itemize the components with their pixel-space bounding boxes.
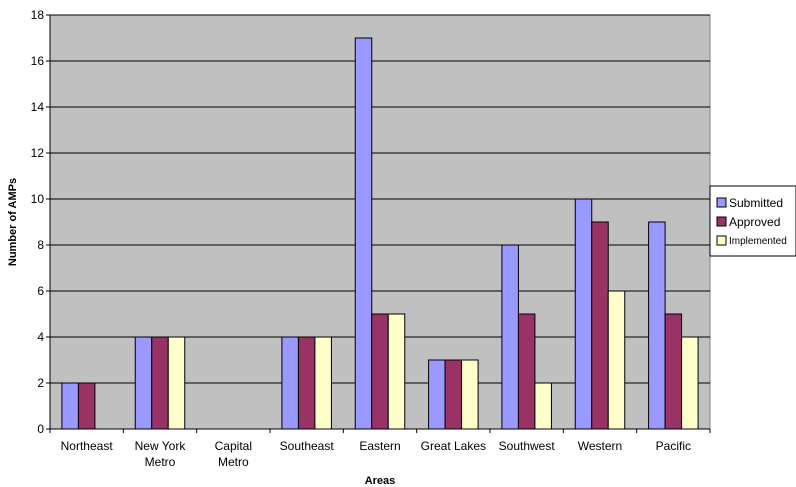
y-tick-label: 6 xyxy=(37,284,44,298)
y-tick-label: 4 xyxy=(37,330,44,344)
y-tick-label: 2 xyxy=(37,376,44,390)
x-axis-title: Areas xyxy=(365,475,396,487)
x-tick-label: Southeast xyxy=(280,439,335,453)
bar-implemented xyxy=(167,336,186,430)
bar-approved xyxy=(297,336,316,430)
legend-label-submitted: Submitted xyxy=(729,196,783,210)
bar-approved xyxy=(517,313,536,430)
y-axis-title: Number of AMPs xyxy=(7,178,19,266)
bar-submitted xyxy=(134,336,153,430)
y-tick-label: 8 xyxy=(37,238,44,252)
legend-swatch-approved xyxy=(716,216,727,227)
axes xyxy=(46,14,711,433)
bar-submitted xyxy=(354,37,373,430)
bar-approved xyxy=(371,313,389,430)
bar-submitted xyxy=(648,221,666,430)
y-tick-label: 14 xyxy=(31,100,45,114)
x-tick-label: Eastern xyxy=(359,439,400,453)
legend-label-approved: Approved xyxy=(729,215,780,229)
bar-submitted xyxy=(501,244,519,430)
x-tick-labels: Northeast New York Metro Capital Metro Southe… xyxy=(61,439,691,469)
bar-submitted xyxy=(61,382,79,430)
bar-submitted xyxy=(281,336,299,430)
bar-implemented xyxy=(534,382,552,430)
y-tick-label: 16 xyxy=(31,54,45,68)
x-tick-label: Capital xyxy=(215,439,252,453)
bar-implemented xyxy=(461,359,479,430)
y-tick-label: 0 xyxy=(37,422,44,436)
bar-implemented xyxy=(314,336,332,430)
bar-implemented xyxy=(607,290,626,430)
legend-swatch-submitted xyxy=(716,197,727,208)
y-tick-label: 10 xyxy=(31,192,45,206)
bar-approved xyxy=(444,359,463,430)
y-tick-label: 12 xyxy=(31,146,45,160)
x-tick-label: Southwest xyxy=(499,439,556,453)
x-tick-label: New York xyxy=(135,439,187,453)
x-tick-label: Western xyxy=(578,439,622,453)
bar-implemented xyxy=(387,313,406,430)
legend: Submitted Approved Implemented xyxy=(709,185,796,257)
x-tick-label: Great Lakes xyxy=(421,439,486,453)
bar-approved xyxy=(77,382,96,430)
legend-swatch-implemented xyxy=(716,235,727,246)
y-tick-labels: 0 2 4 6 8 10 12 14 16 18 xyxy=(31,8,45,436)
x-tick-label: Northeast xyxy=(61,439,114,453)
bar-submitted xyxy=(574,198,593,430)
bar-implemented xyxy=(681,336,699,430)
bar-approved xyxy=(151,336,169,430)
x-tick-label: Pacific xyxy=(656,439,691,453)
legend-label-implemented: Implemented xyxy=(729,236,787,247)
bar-approved xyxy=(591,221,609,430)
x-tick-label: Metro xyxy=(145,455,176,469)
bars xyxy=(61,37,699,430)
bar-submitted xyxy=(428,359,446,430)
y-tick-label: 18 xyxy=(31,8,45,22)
x-tick-label: Metro xyxy=(218,455,249,469)
bar-approved xyxy=(664,313,683,430)
